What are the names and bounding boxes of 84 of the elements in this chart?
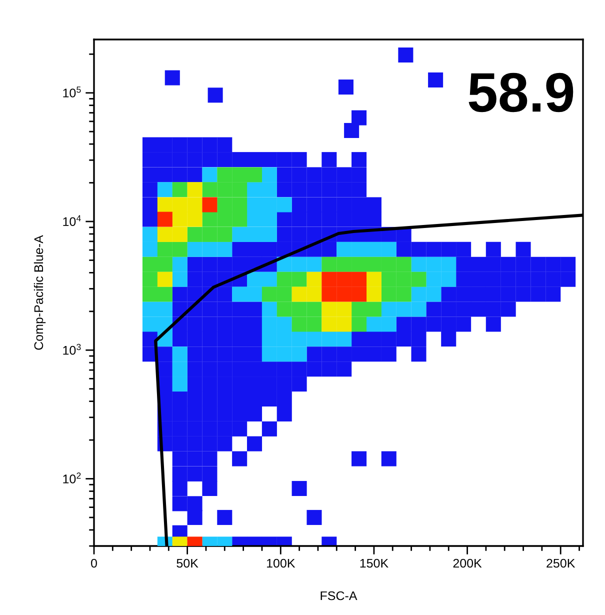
- point: [306, 302, 322, 317]
- x-axis-title: FSC-A: [320, 591, 358, 600]
- point: [411, 272, 426, 287]
- point: [232, 212, 248, 227]
- point: [202, 212, 218, 227]
- point: [187, 182, 202, 198]
- point: [217, 226, 232, 242]
- point: [157, 286, 172, 302]
- point: [366, 256, 382, 272]
- x-tick-label: 0: [91, 558, 97, 568]
- point: [232, 182, 248, 198]
- point: [172, 182, 188, 198]
- x-tick-label: 50K: [176, 558, 198, 568]
- point: [352, 302, 367, 317]
- point: [306, 272, 322, 287]
- point: [292, 302, 307, 317]
- point: [336, 256, 352, 272]
- point: [157, 212, 172, 227]
- point: [142, 256, 158, 272]
- point: [322, 256, 337, 272]
- point: [247, 167, 262, 182]
- point: [366, 286, 382, 302]
- point: [217, 182, 232, 198]
- annotation: 58.9: [468, 72, 574, 112]
- y-tick-label: 10$^{4}$: [63, 215, 81, 226]
- point: [322, 302, 337, 317]
- point: [366, 272, 382, 287]
- point: [306, 286, 322, 302]
- point: [172, 226, 188, 242]
- point: [381, 272, 396, 287]
- point: [217, 167, 232, 182]
- point: [142, 272, 158, 287]
- point: [336, 302, 352, 317]
- point: [232, 167, 248, 182]
- x-tick-label: 100K: [267, 558, 296, 568]
- point: [187, 197, 202, 212]
- point: [322, 316, 337, 332]
- point: [172, 197, 188, 212]
- point: [202, 226, 218, 242]
- point: [276, 302, 292, 317]
- point: [292, 286, 307, 302]
- point: [352, 316, 367, 332]
- point: [157, 197, 172, 212]
- point: [322, 272, 337, 287]
- point: [292, 272, 307, 287]
- point: [396, 286, 412, 302]
- point: [381, 256, 396, 272]
- point: [217, 212, 232, 227]
- point: [352, 272, 367, 287]
- point: [172, 242, 188, 257]
- y-tick-label: 10$^{2}$: [63, 472, 81, 484]
- point: [396, 272, 412, 287]
- point: [157, 242, 172, 257]
- point: [187, 212, 202, 227]
- point: [232, 197, 248, 212]
- point: [381, 286, 396, 302]
- point: [366, 302, 382, 317]
- point: [352, 286, 367, 302]
- point: [172, 212, 188, 227]
- y-axis-title: Comp-Pacific Blue-A: [34, 235, 46, 350]
- point: [336, 272, 352, 287]
- point: [336, 316, 352, 332]
- point: [276, 272, 292, 287]
- y-tick-label: 10$^{3}$: [63, 344, 81, 355]
- x-tick-label: 250K: [546, 558, 576, 568]
- point: [187, 226, 202, 242]
- point: [202, 182, 218, 198]
- point: [336, 286, 352, 302]
- point: [202, 197, 218, 212]
- point: [157, 226, 172, 242]
- x-tick-label: 150K: [360, 558, 388, 568]
- y-tick-label: 10$^{5}$: [63, 86, 81, 98]
- point: [306, 316, 322, 332]
- x-tick-label: 200K: [453, 558, 482, 568]
- point: [157, 256, 172, 272]
- point: [322, 286, 337, 302]
- point: [157, 272, 172, 287]
- point: [142, 286, 158, 302]
- point: [217, 197, 232, 212]
- point: [352, 256, 367, 272]
- point: [396, 256, 412, 272]
- point: [276, 286, 292, 302]
- point: [292, 316, 307, 332]
- point: [262, 286, 277, 302]
